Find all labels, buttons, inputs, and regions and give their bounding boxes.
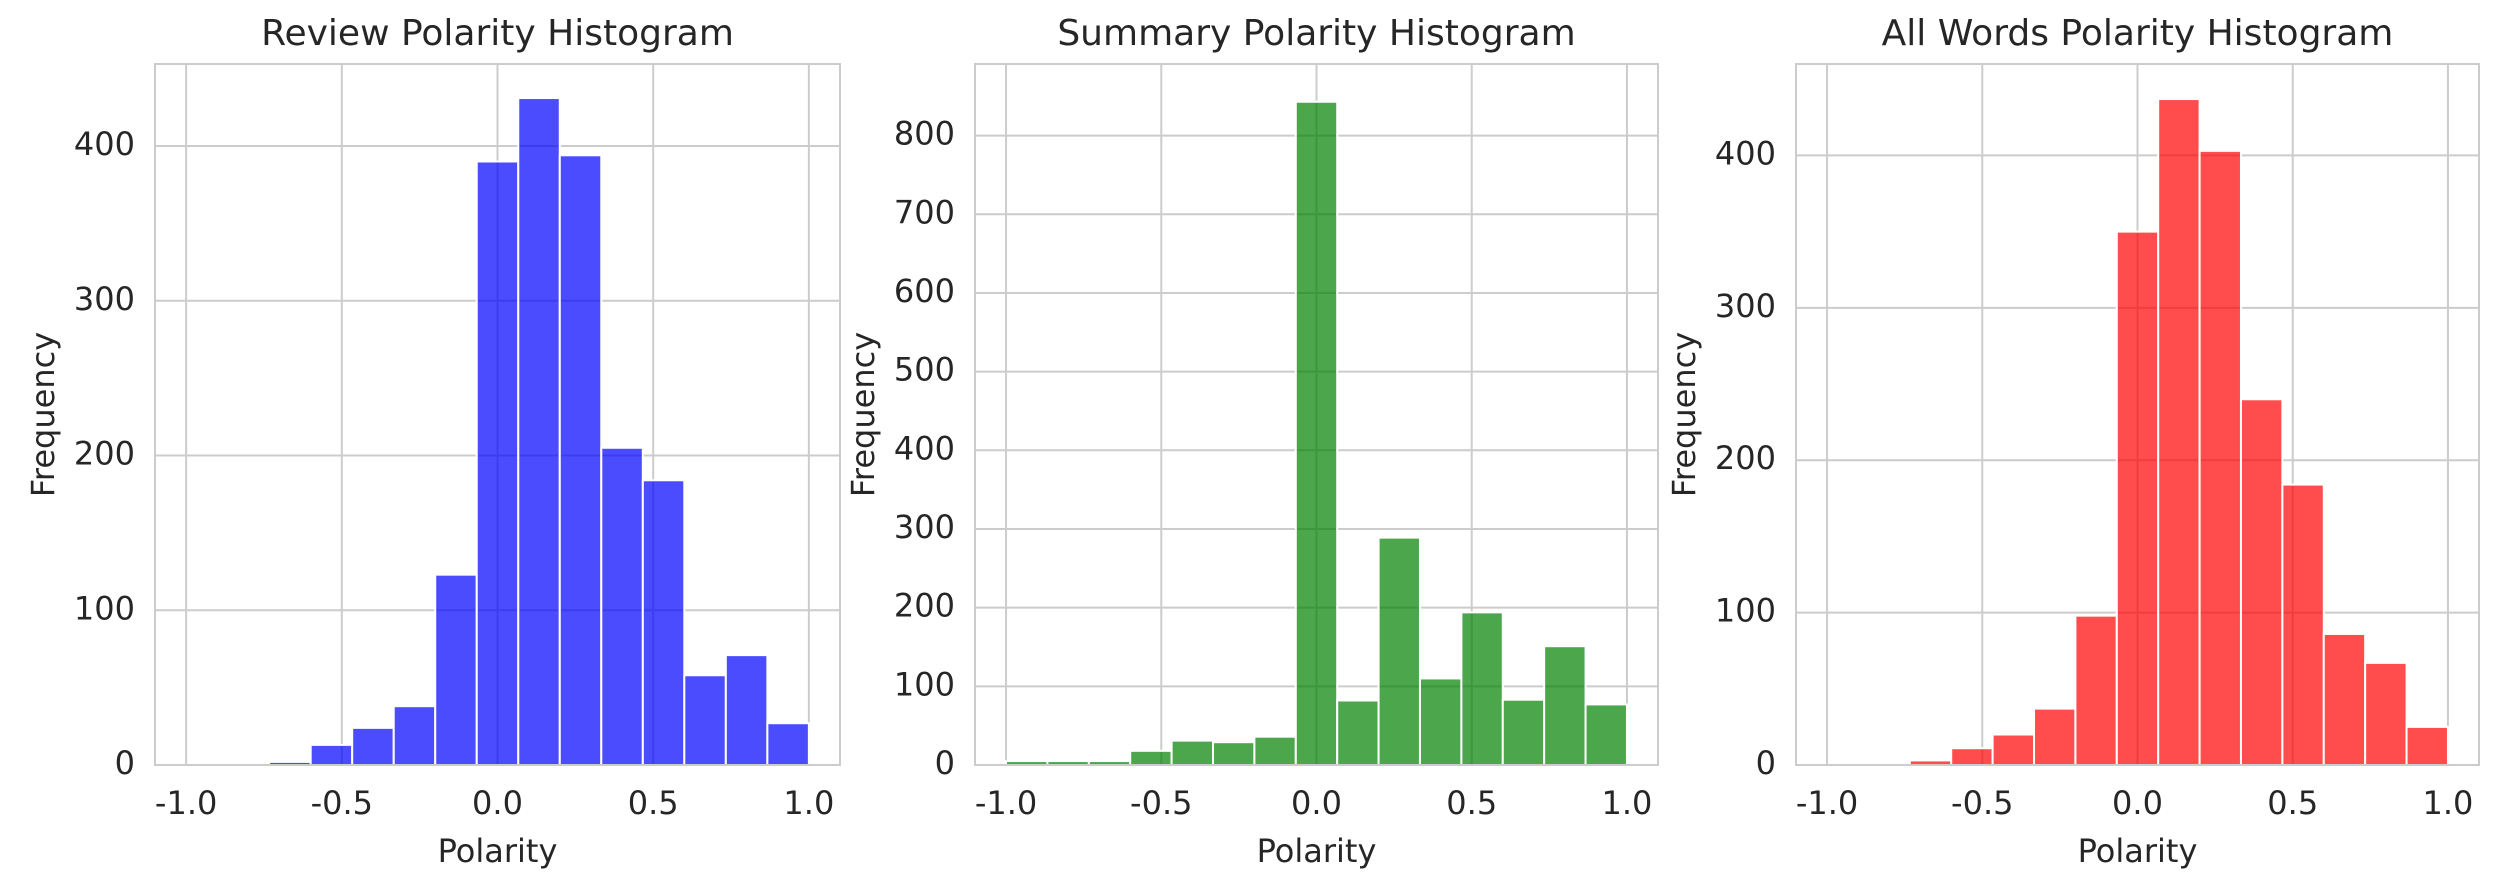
- y-tick-label: 200: [74, 435, 135, 473]
- y-axis-label: Frequency: [1665, 332, 1703, 497]
- y-tick-label: 400: [1715, 134, 1776, 172]
- bar: [309, 743, 354, 766]
- chart-title: Review Polarity Histogram: [261, 13, 734, 54]
- plot-frame: [1795, 63, 2480, 766]
- bar: [2281, 483, 2325, 766]
- bar: [1129, 749, 1173, 766]
- bar: [2405, 725, 2449, 766]
- bar: [1294, 100, 1339, 767]
- bar: [1170, 739, 1215, 766]
- y-tick-label: 800: [894, 115, 955, 153]
- y-tick-label: 500: [894, 351, 955, 389]
- bar: [2157, 98, 2201, 767]
- y-tick-label: 200: [894, 587, 955, 625]
- bar: [2239, 398, 2284, 766]
- bar: [351, 726, 395, 766]
- x-tick-label: 0.0: [2112, 784, 2163, 822]
- y-tick-label: 700: [894, 193, 955, 231]
- bar: [683, 674, 727, 767]
- bar: [1991, 733, 2036, 766]
- bar: [1950, 747, 1994, 766]
- x-tick-label: 1.0: [2423, 784, 2474, 822]
- y-tick-label: 300: [1715, 287, 1776, 325]
- y-tick-label: 400: [74, 125, 135, 163]
- x-tick-label: 0.5: [2267, 784, 2318, 822]
- bar: [1336, 699, 1380, 766]
- bar: [1212, 741, 1256, 767]
- bar: [1501, 698, 1546, 767]
- x-tick-label: 0.0: [472, 784, 523, 822]
- x-tick-label: 1.0: [1602, 784, 1653, 822]
- y-tick-label: 600: [894, 272, 955, 310]
- x-tick-label: -0.5: [1951, 784, 2013, 822]
- bar: [2033, 707, 2077, 767]
- bar: [1543, 645, 1587, 766]
- x-tick-label: 1.0: [783, 784, 834, 822]
- y-tick-label: 0: [935, 744, 955, 782]
- y-tick-label: 0: [1756, 744, 1776, 782]
- x-tick-label: -0.5: [311, 784, 373, 822]
- bar: [600, 446, 644, 766]
- bar: [766, 722, 810, 767]
- y-axis-label: Frequency: [844, 332, 882, 497]
- bar: [2322, 632, 2367, 766]
- chart-title: Summary Polarity Histogram: [1057, 13, 1575, 54]
- y-tick-label: 300: [894, 508, 955, 546]
- x-axis-label: Polarity: [2078, 832, 2198, 870]
- bar: [2198, 149, 2242, 766]
- y-tick-label: 100: [74, 589, 135, 627]
- y-tick-label: 200: [1715, 439, 1776, 477]
- x-tick-label: -1.0: [1796, 784, 1858, 822]
- bar: [517, 97, 561, 767]
- bar: [392, 705, 437, 767]
- bar: [1460, 611, 1504, 767]
- y-tick-label: 0: [115, 744, 135, 782]
- bar: [2115, 230, 2160, 766]
- x-tick-label: 0.0: [1291, 784, 1342, 822]
- bar: [1377, 536, 1421, 766]
- y-axis-label: Frequency: [24, 332, 62, 497]
- chart-title: All Words Polarity Histogram: [1882, 13, 2394, 54]
- x-tick-label: -1.0: [975, 784, 1037, 822]
- plot-frame: [974, 63, 1659, 766]
- bar: [724, 654, 769, 767]
- bar: [2074, 614, 2118, 766]
- x-tick-label: -0.5: [1130, 784, 1192, 822]
- bar: [2364, 661, 2408, 766]
- y-tick-label: 300: [74, 280, 135, 318]
- y-tick-label: 100: [894, 665, 955, 703]
- y-tick-label: 100: [1715, 592, 1776, 630]
- x-tick-label: 0.5: [1446, 784, 1497, 822]
- bar: [1584, 703, 1628, 766]
- bar: [641, 479, 686, 766]
- plot-frame: [154, 63, 841, 766]
- x-tick-label: -1.0: [155, 784, 217, 822]
- y-tick-label: 400: [894, 429, 955, 467]
- bar: [558, 154, 603, 766]
- bar: [1253, 735, 1297, 766]
- bar: [434, 573, 478, 766]
- x-tick-label: 0.5: [628, 784, 679, 822]
- x-axis-label: Polarity: [1257, 832, 1377, 870]
- bar: [1418, 677, 1463, 766]
- x-axis-label: Polarity: [438, 832, 558, 870]
- bar: [475, 160, 520, 767]
